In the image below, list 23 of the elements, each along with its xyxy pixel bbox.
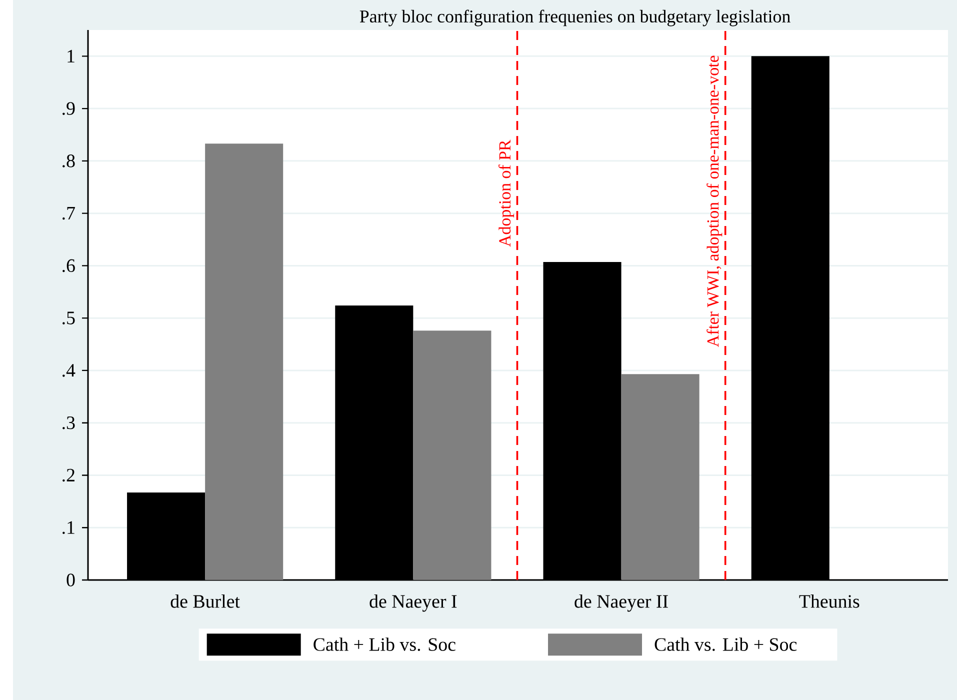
y-tick-label: .8 <box>62 154 75 168</box>
x-tick-label: de Naeyer I <box>370 594 457 612</box>
y-tick-label: .3 <box>62 416 75 430</box>
x-tick-label: Theunis <box>799 594 860 608</box>
y-tick-label: .1 <box>62 521 74 534</box>
annotation: Adoption of PR <box>498 140 514 247</box>
legend-label: Cath + Lib vs. Soc <box>314 638 456 651</box>
y-tick-label: .9 <box>62 102 75 115</box>
y-tick-label: .6 <box>62 259 75 272</box>
chart-title: Party bloc configuration frequenies on budgetary legislation <box>360 10 790 26</box>
y-tick-label: .7 <box>62 206 75 220</box>
bar <box>621 374 700 580</box>
y-tick-label: 0 <box>66 574 75 586</box>
y-tick-label: .2 <box>62 468 74 482</box>
x-tick-label: de Burlet <box>170 594 240 608</box>
bar <box>205 144 284 580</box>
y-tick-label: .5 <box>62 312 75 324</box>
y-tick-label: .4 <box>62 364 76 377</box>
annotation: After WWI, adoption of one-man-one-vote <box>706 56 722 348</box>
y-tick-label: 1 <box>68 50 74 62</box>
bar <box>413 330 492 580</box>
legend-label: Cath vs. Lib + Soc <box>654 638 797 651</box>
x-tick-label: de Naeyer II <box>574 594 668 612</box>
